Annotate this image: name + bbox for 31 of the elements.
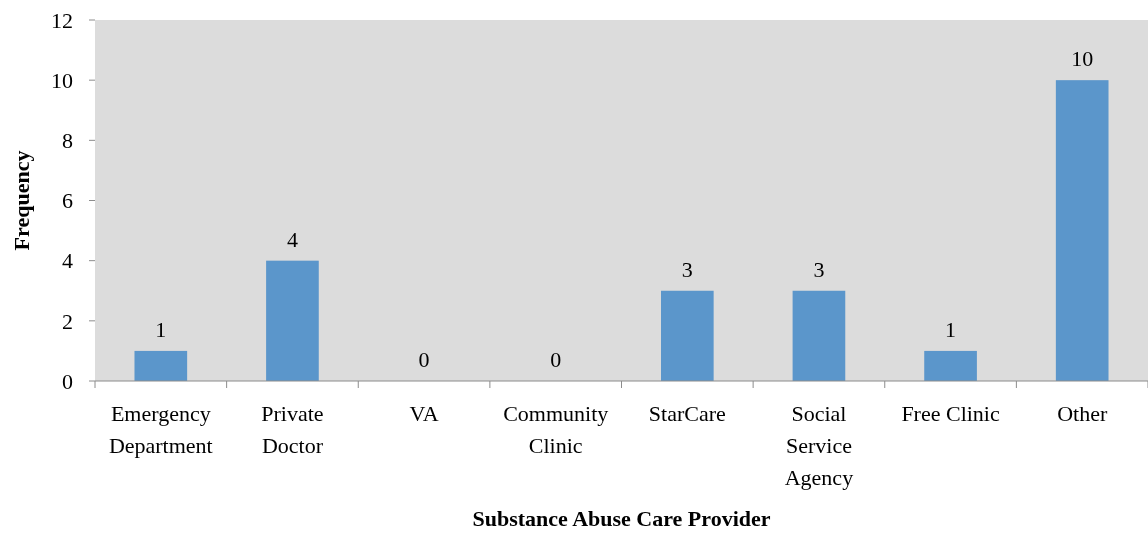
y-tick-label: 12	[51, 7, 73, 33]
data-label: 4	[286, 226, 298, 252]
y-tick-label: 0	[62, 368, 73, 394]
x-tick-label: Social Service Agency	[784, 401, 854, 490]
x-tick-label: Other	[1057, 401, 1108, 426]
data-label: 0	[550, 347, 562, 372]
data-label: 3	[681, 256, 693, 282]
data-label: 1	[945, 316, 957, 342]
y-tick-label: 6	[62, 188, 73, 214]
bar	[660, 290, 714, 381]
bar	[1055, 80, 1109, 381]
y-tick-label: 4	[62, 248, 73, 274]
x-axis-title: Substance Abuse Care Provider	[472, 506, 771, 531]
data-label: 10	[1071, 46, 1094, 72]
y-axis-title: Frequency	[9, 150, 34, 251]
x-tick-label: StarCare	[648, 401, 726, 426]
data-label: 1	[155, 316, 167, 342]
bar	[924, 350, 977, 381]
x-tick-label: Community Clinic	[503, 401, 609, 458]
bar	[134, 350, 188, 381]
x-tick-label: Private Doctor	[261, 401, 324, 458]
x-tick-label: VA	[409, 401, 439, 426]
y-tick-label: 8	[62, 128, 73, 154]
y-tick-label: 2	[62, 308, 73, 334]
data-label: 3	[813, 256, 825, 282]
x-tick-label: Free Clinic	[901, 401, 1000, 426]
data-label: 0	[418, 347, 430, 372]
bar	[792, 290, 846, 381]
x-tick-label: Emergency Department	[108, 401, 213, 458]
y-tick-label: 10	[51, 67, 73, 93]
bar	[266, 260, 319, 381]
